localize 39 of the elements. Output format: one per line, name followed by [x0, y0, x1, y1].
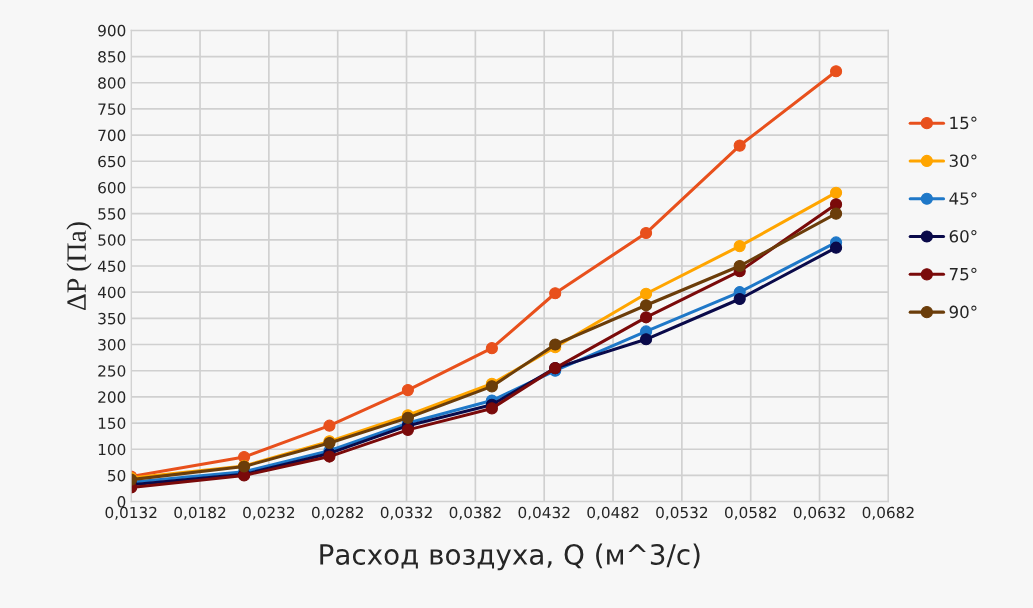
y-tick-label: 850 [98, 51, 126, 63]
x-tick-label: 0,0232 [243, 506, 295, 520]
x-tick-label: 0,0182 [174, 506, 226, 520]
y-tick-label: 800 [98, 77, 126, 89]
y-tick-label: 700 [98, 129, 126, 142]
y-tick-label: 500 [98, 234, 126, 246]
x-tick-label: 0,0332 [380, 506, 432, 520]
x-tick-label: 0,0632 [793, 506, 845, 520]
y-tick-label: 400 [97, 286, 126, 299]
x-tick-label: 0,0132 [105, 506, 157, 520]
x-tick-label: 0,0532 [656, 506, 708, 520]
legend-label: 75° [949, 267, 977, 281]
y-tick-label: 200 [98, 391, 126, 403]
y-tick-label: 150 [98, 417, 126, 430]
y-tick-label: 300 [98, 339, 126, 351]
legend-label: 90° [949, 305, 977, 319]
y-tick-label: 550 [98, 208, 126, 220]
x-axis-title: Расход воздуха, Q (м^3/с) [320, 543, 700, 571]
legend-label: 15° [950, 116, 977, 130]
y-tick-label: 750 [98, 103, 126, 115]
y-tick-label: 600 [98, 181, 126, 194]
x-tick-label: 0,0382 [449, 506, 501, 520]
legend-label: 45° [949, 192, 977, 205]
y-tick-label: 0 [117, 496, 126, 508]
x-tick-label: 0,0582 [724, 506, 776, 520]
y-tick-label: 50 [108, 469, 126, 482]
y-axis-title: ΔP (Па) [66, 222, 92, 310]
x-tick-label: 0,0682 [862, 506, 914, 520]
y-tick-label: 900 [98, 24, 126, 37]
x-tick-label: 0,0282 [311, 506, 363, 520]
x-tick-label: 0,0482 [587, 506, 639, 520]
x-tick-label: 0,0432 [518, 506, 570, 520]
legend-label: 30° [949, 154, 977, 168]
y-tick-label: 450 [97, 260, 126, 273]
y-tick-label: 250 [98, 365, 126, 377]
legend-label: 60° [949, 230, 977, 243]
y-tick-label: 100 [98, 443, 126, 456]
y-tick-label: 350 [98, 312, 126, 325]
y-tick-label: 650 [98, 155, 126, 168]
